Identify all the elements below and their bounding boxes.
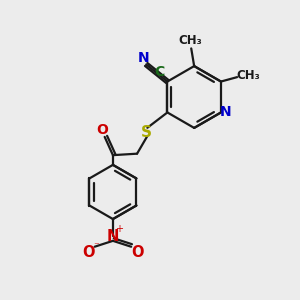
Text: +: + — [116, 224, 123, 234]
Text: O: O — [96, 122, 108, 136]
Text: N: N — [107, 229, 119, 244]
Text: C: C — [154, 64, 164, 79]
Text: CH₃: CH₃ — [178, 34, 202, 47]
Text: O: O — [131, 244, 144, 260]
Text: S: S — [141, 125, 152, 140]
Text: N: N — [138, 51, 150, 65]
Text: CH₃: CH₃ — [236, 69, 260, 82]
Text: O: O — [82, 244, 94, 260]
Text: N: N — [220, 106, 231, 119]
Text: ⁻: ⁻ — [94, 242, 99, 252]
